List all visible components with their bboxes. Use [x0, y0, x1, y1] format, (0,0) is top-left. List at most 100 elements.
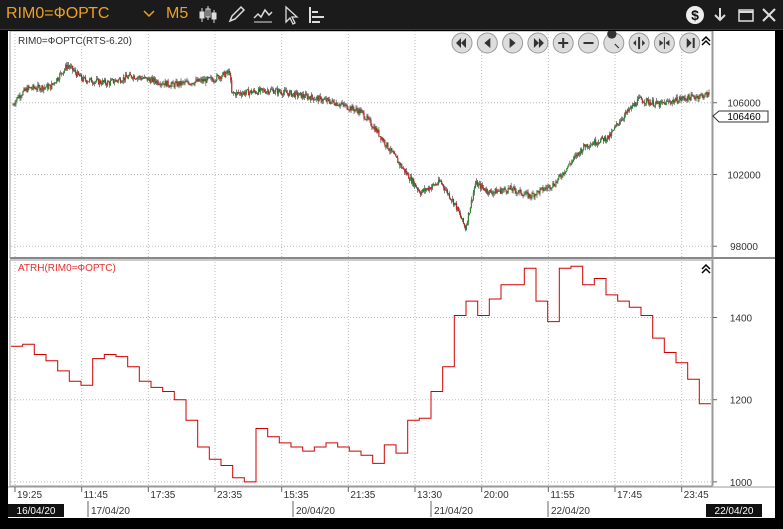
candle-body — [178, 82, 180, 86]
x-tick-label: 23:45 — [684, 490, 709, 501]
dollar-icon[interactable]: $ — [684, 4, 706, 26]
candle-body — [635, 105, 638, 107]
candle-body — [316, 96, 318, 98]
candle-body — [454, 202, 457, 204]
maximize-icon[interactable] — [735, 4, 757, 26]
candle-body — [566, 167, 568, 172]
candle-body — [691, 94, 693, 96]
candle-body — [75, 70, 77, 74]
candle-body — [551, 187, 553, 189]
indicators-icon[interactable] — [252, 4, 274, 26]
download-icon[interactable] — [709, 4, 731, 26]
candle-body — [644, 102, 646, 104]
candle-body — [660, 101, 662, 103]
candle-body — [279, 91, 282, 93]
collapse-price-icon[interactable] — [701, 35, 711, 46]
candle-body — [638, 97, 640, 98]
chart-canvas[interactable]: RIM0=ФОРТС(RTS-6.20) ATRH(RIM0=ФОРТС) 98… — [8, 29, 775, 518]
candle-body — [165, 80, 167, 87]
level-lines-icon[interactable] — [306, 4, 328, 26]
candle-body — [302, 94, 304, 97]
cursor-icon[interactable] — [280, 4, 302, 26]
candle-body — [533, 193, 535, 198]
x-tick-label: 20:00 — [484, 490, 509, 501]
candle-body — [649, 102, 651, 105]
price-panel — [9, 30, 713, 259]
pencil-icon[interactable] — [226, 4, 248, 26]
candlestick-type-icon[interactable] — [198, 4, 220, 26]
date-label-box — [8, 504, 64, 517]
scroll-right-icon[interactable] — [502, 32, 524, 54]
close-icon[interactable] — [758, 4, 780, 26]
chevron-down-icon[interactable] — [142, 7, 156, 21]
candle-body — [495, 188, 497, 194]
candle-body — [109, 80, 112, 85]
candle-body — [522, 195, 524, 197]
zoom-out-icon[interactable] — [578, 32, 599, 54]
candle-body — [480, 184, 482, 189]
candle-body — [485, 189, 487, 192]
candle-body — [532, 192, 534, 194]
interval-selector[interactable]: M5 — [166, 5, 189, 22]
candle-body — [216, 74, 218, 81]
candle-body — [374, 126, 376, 132]
candle-body — [506, 192, 508, 193]
candle-body — [272, 89, 275, 94]
candle-body — [534, 194, 536, 198]
candle-body — [552, 183, 554, 188]
candle-body — [82, 79, 84, 82]
candle-body — [543, 189, 545, 191]
candle-body — [65, 65, 67, 70]
candle-body — [352, 105, 354, 109]
candle-body — [504, 188, 506, 190]
candle-body — [411, 176, 413, 184]
candle-body — [176, 81, 178, 87]
candle-body — [101, 80, 104, 85]
candle-body — [120, 82, 122, 83]
candle-body — [83, 77, 86, 78]
expand-icon[interactable] — [628, 32, 650, 54]
candle-body — [490, 190, 492, 193]
candle-body — [538, 191, 540, 194]
candle-body — [30, 87, 32, 89]
candle-body — [250, 90, 252, 93]
candle-body — [422, 189, 424, 192]
candle-body — [39, 85, 41, 91]
candle-body — [330, 101, 332, 104]
chart-area[interactable]: RIM0=ФОРТС(RTS-6.20) ATRH(RIM0=ФОРТС) 98… — [8, 29, 775, 518]
scroll-end-icon[interactable] — [527, 32, 549, 54]
candle-body — [137, 77, 139, 79]
candle-body — [16, 97, 18, 101]
candle-body — [529, 194, 531, 198]
candle-body — [343, 104, 345, 106]
candle-body — [542, 187, 544, 191]
scroll-to-last-icon[interactable] — [679, 32, 701, 54]
candle-body — [293, 92, 295, 98]
candle-body — [425, 188, 427, 191]
candle-body — [478, 183, 480, 185]
candle-body — [48, 85, 50, 90]
candle-body — [707, 92, 709, 98]
candle-body — [205, 79, 207, 83]
candle-body — [254, 90, 256, 92]
symbol-selector[interactable]: RIM0=ФОРТС — [6, 5, 110, 22]
collapse-atr-icon[interactable] — [701, 263, 711, 274]
candle-body — [408, 173, 410, 179]
scroll-start-icon[interactable] — [451, 32, 473, 54]
compress-icon[interactable] — [653, 32, 675, 54]
candle-body — [232, 92, 234, 93]
candle-body — [696, 96, 698, 98]
candle-body — [375, 127, 377, 132]
candle-body — [189, 84, 191, 85]
zoom-in-icon[interactable] — [552, 32, 574, 54]
scroll-left-icon[interactable] — [476, 32, 498, 54]
candle-body — [336, 102, 338, 106]
zoom-fit-icon[interactable] — [603, 29, 625, 54]
candle-body — [496, 190, 498, 194]
candle-body — [613, 126, 616, 130]
candle-body — [697, 96, 699, 100]
candle-body — [201, 79, 203, 82]
candle-body — [654, 102, 656, 106]
candle-body — [246, 89, 248, 93]
candle-body — [559, 175, 561, 176]
